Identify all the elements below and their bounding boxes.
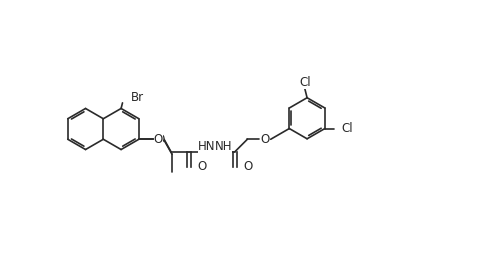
Text: Cl: Cl xyxy=(299,76,311,89)
Text: O: O xyxy=(154,133,163,146)
Text: Cl: Cl xyxy=(342,122,353,135)
Text: O: O xyxy=(155,133,165,146)
Text: O: O xyxy=(197,160,207,173)
Text: O: O xyxy=(243,160,252,173)
Text: HN: HN xyxy=(198,140,215,153)
Text: O: O xyxy=(260,133,270,146)
Text: Br: Br xyxy=(131,91,143,104)
Text: NH: NH xyxy=(215,140,232,153)
